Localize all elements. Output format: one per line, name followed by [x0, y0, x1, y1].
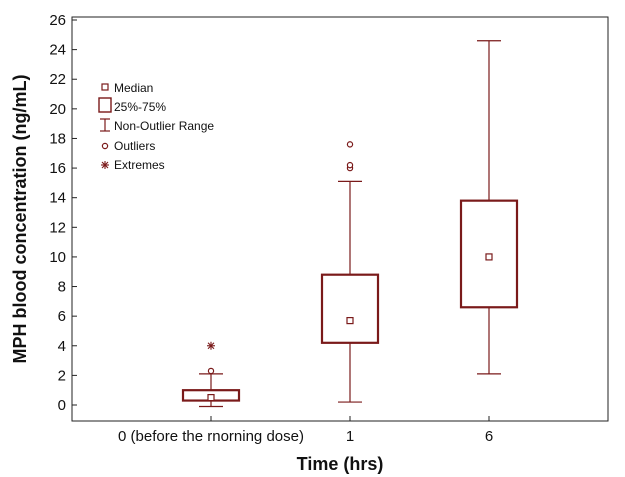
outlier-point: [346, 161, 354, 169]
box-group: [181, 341, 241, 408]
median-marker: [207, 393, 215, 402]
y-tick-label: 24: [49, 42, 66, 59]
y-tick-label: 2: [58, 367, 66, 384]
y-tick-label: 10: [49, 249, 66, 266]
x-axis: 0 (before the rnorning dose) 1 6: [118, 416, 493, 445]
outlier-point: [207, 367, 215, 375]
y-tick-label: 12: [49, 219, 66, 236]
legend-extreme-icon: [101, 161, 109, 169]
y-tick-label: 18: [49, 130, 66, 147]
plot-frame: [71, 16, 609, 422]
legend-extremes-label: Extremes: [114, 158, 165, 172]
y-tick-label: 22: [49, 71, 66, 88]
legend-median-icon: [101, 83, 109, 91]
y-tick-label: 14: [49, 190, 66, 207]
y-tick-label: 26: [49, 12, 66, 29]
legend-range-label: Non-Outlier Range: [114, 119, 214, 133]
legend-box-label: 25%-75%: [114, 100, 166, 114]
legend-box-icon: [98, 97, 112, 113]
y-tick-label: 16: [49, 160, 66, 177]
extreme-point: [207, 341, 215, 350]
box-series: [181, 40, 519, 408]
y-tick-label: 8: [58, 279, 66, 296]
extreme-stroke: [207, 342, 215, 350]
legend-outliers-label: Outliers: [114, 139, 155, 153]
outlier-point: [346, 141, 354, 148]
box-group: [320, 141, 380, 403]
x-tick-label: 0 (before the rnorning dose): [118, 428, 304, 445]
x-tick-label: 1: [346, 428, 354, 445]
x-tick-label: 6: [485, 428, 493, 445]
y-tick-label: 4: [58, 338, 66, 355]
box-group: [459, 40, 519, 375]
y-tick-label: 0: [58, 397, 66, 414]
median-marker: [346, 316, 354, 325]
legend-extreme-stroke: [101, 161, 109, 169]
legend-outlier-icon: [101, 142, 109, 150]
y-axis-title: MPH blood concentration (ng/mL): [10, 75, 30, 364]
y-tick-label: 6: [58, 308, 66, 325]
x-axis-title: Time (hrs): [297, 454, 384, 474]
iqr-box: [459, 199, 519, 309]
legend: Median 25%-75% Non-Outlier Range Outliers Ex…: [98, 81, 214, 172]
iqr-box: [320, 273, 380, 344]
legend-median-label: Median: [114, 81, 153, 95]
y-tick-label: 20: [49, 101, 66, 118]
median-marker: [485, 253, 493, 261]
